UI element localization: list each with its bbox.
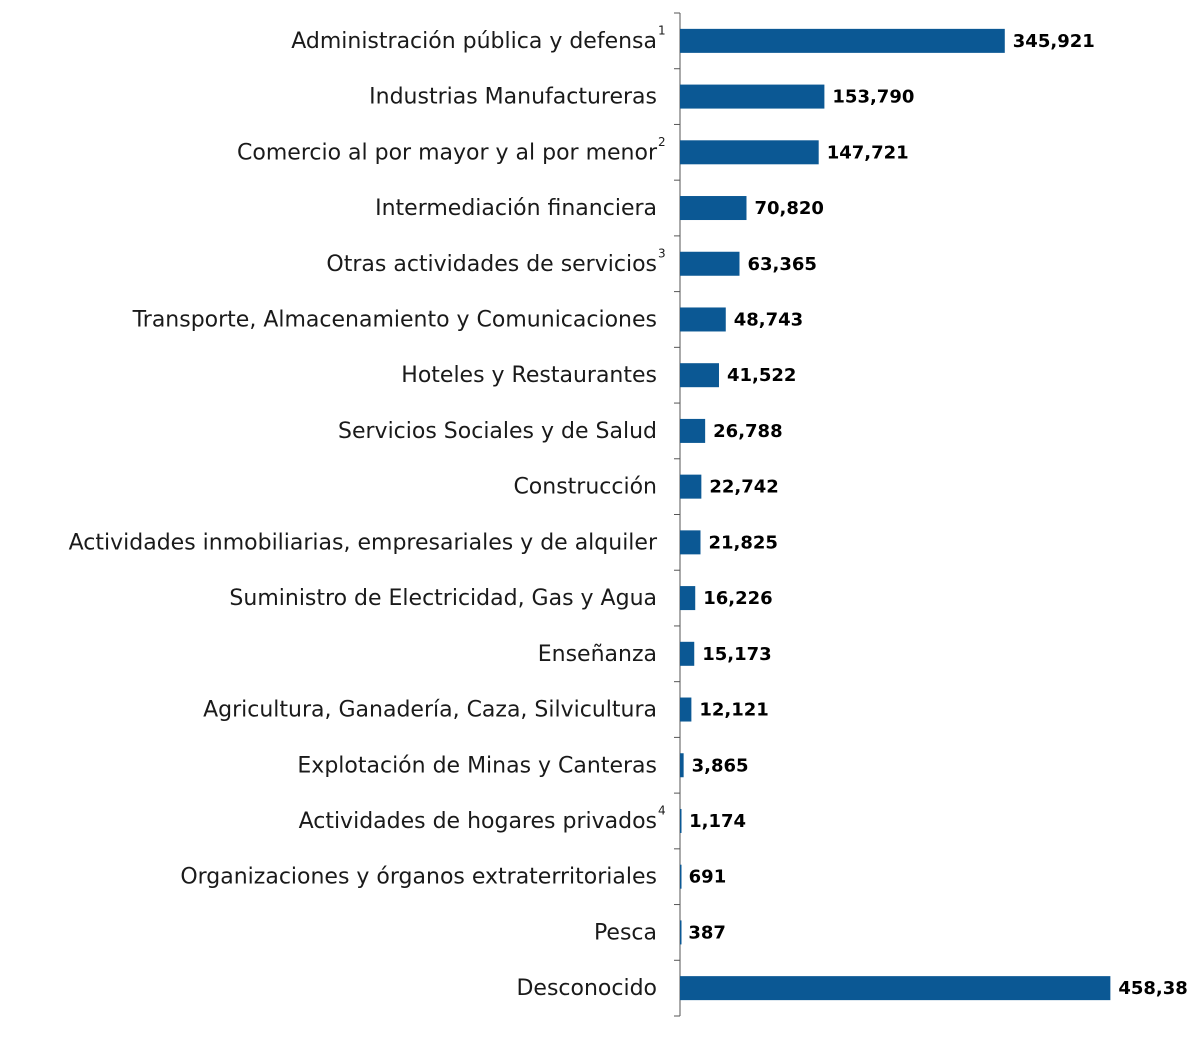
value-label: 153,790 <box>832 87 914 108</box>
bar <box>680 251 740 276</box>
bar <box>680 808 682 833</box>
category-label: Intermediación financiera <box>375 196 657 221</box>
value-label: 16,226 <box>703 588 772 609</box>
bar <box>680 418 706 443</box>
bar <box>680 196 747 221</box>
value-label: 12,121 <box>699 700 768 721</box>
bar <box>680 28 1005 53</box>
category-label: Hoteles y Restaurantes <box>401 363 657 388</box>
category-label: Otras actividades de servicios <box>326 252 657 277</box>
bar <box>680 753 684 778</box>
value-label: 21,825 <box>708 532 777 553</box>
footnote-mark: 2 <box>658 135 666 149</box>
category-label: Industrias Manufactureras <box>369 85 657 110</box>
value-label: 70,820 <box>754 198 823 219</box>
value-label: 26,788 <box>713 421 782 442</box>
value-label: 1,174 <box>689 811 746 832</box>
category-label: Servicios Sociales y de Salud <box>338 419 657 444</box>
bar <box>680 697 692 722</box>
footnote-mark: 3 <box>658 246 666 260</box>
category-label: Suministro de Electricidad, Gas y Agua <box>229 586 657 611</box>
footnote-mark: 1 <box>658 23 666 37</box>
value-label: 147,721 <box>827 142 909 163</box>
category-label: Actividades de hogares privados <box>299 809 657 834</box>
value-label: 41,522 <box>727 365 796 386</box>
bar <box>680 307 726 332</box>
bar <box>680 140 819 165</box>
value-label: 458,384 <box>1118 978 1188 999</box>
value-label: 15,173 <box>702 644 771 665</box>
category-label: Enseñanza <box>538 642 657 667</box>
bar <box>680 530 701 555</box>
value-label: 345,921 <box>1013 31 1095 52</box>
bar <box>680 864 682 889</box>
category-label: Agricultura, Ganadería, Caza, Silvicultu… <box>203 698 657 723</box>
value-label: 63,365 <box>747 254 816 275</box>
bar <box>680 474 702 499</box>
bar <box>680 84 825 109</box>
bar <box>680 976 1111 1001</box>
category-label: Desconocido <box>516 976 657 1001</box>
footnote-mark: 4 <box>658 803 666 817</box>
category-label: Comercio al por mayor y al por menor <box>237 140 658 165</box>
category-label: Administración pública y defensa <box>291 29 657 54</box>
category-label: Explotación de Minas y Canteras <box>297 753 657 778</box>
value-label: 3,865 <box>692 755 749 776</box>
bar <box>680 586 696 611</box>
category-label: Transporte, Almacenamiento y Comunicacio… <box>132 307 657 332</box>
value-label: 387 <box>688 922 726 943</box>
value-label: 691 <box>689 867 727 888</box>
category-label: Actividades inmobiliarias, empresariales… <box>69 530 658 555</box>
category-label: Construcción <box>513 475 657 500</box>
category-label: Organizaciones y órganos extraterritoria… <box>180 865 657 890</box>
category-label: Pesca <box>594 920 657 945</box>
value-label: 22,742 <box>709 477 778 498</box>
bar <box>680 641 695 666</box>
bar <box>680 920 682 945</box>
value-label: 48,743 <box>734 309 803 330</box>
bar <box>680 363 719 388</box>
